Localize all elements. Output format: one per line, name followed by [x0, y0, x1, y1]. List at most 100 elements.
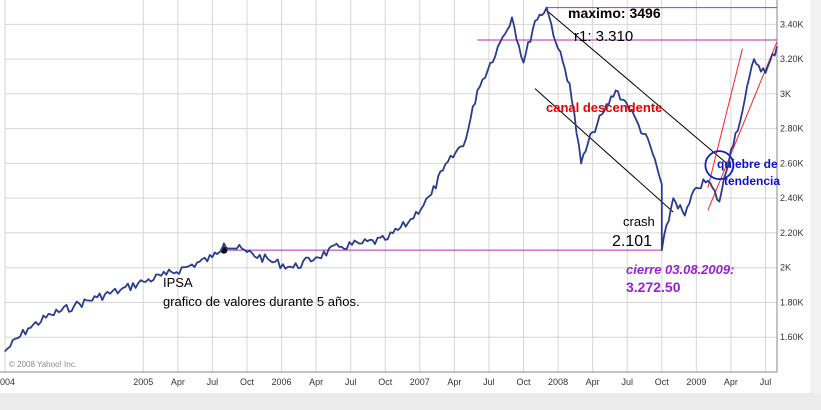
data-point: [695, 187, 697, 189]
data-point: [580, 162, 582, 165]
data-point: [707, 180, 709, 182]
chart-subtitle: grafico de valores durante 5 años.: [163, 294, 360, 309]
data-point: [661, 249, 663, 251]
data-point: [661, 183, 663, 185]
y-tick-label: 3K: [780, 89, 791, 99]
y-tick-label: 3.20K: [780, 54, 804, 64]
price-series: [4, 6, 778, 352]
data-point: [407, 221, 409, 224]
maximo-label: maximo: 3496: [568, 5, 661, 21]
y-tick-label: 2.60K: [780, 158, 804, 168]
data-point: [534, 20, 536, 22]
data-point: [649, 145, 651, 147]
data-point: [499, 41, 502, 43]
data-point: [741, 110, 744, 112]
bottom-scrollbar[interactable]: [0, 393, 821, 410]
quiebre-label-line1: quiebre de: [717, 157, 778, 171]
data-point: [142, 281, 144, 283]
x-tick-label: Oct: [516, 377, 531, 387]
data-point: [338, 246, 340, 248]
x-tick-label: Jul: [760, 377, 772, 387]
x-tick-label: 2009: [686, 377, 706, 387]
data-point: [638, 124, 640, 126]
annotations: maximo: 3496 r1: 3.310 canal descendente…: [9, 5, 780, 369]
data-point: [626, 103, 628, 105]
cierre-label-line2: 3.272.50: [626, 279, 681, 295]
cierre-label-line1: cierre 03.08.2009:: [626, 262, 734, 277]
data-point: [188, 265, 190, 267]
data-point: [96, 296, 98, 298]
data-point: [592, 131, 594, 133]
ipsa-price-line: [4, 6, 778, 352]
data-point: [211, 256, 214, 258]
x-tick-label: Apr: [171, 377, 185, 387]
data-point: [384, 239, 386, 241]
data-point: [718, 201, 720, 203]
x-tick-label: 2008: [548, 377, 568, 387]
x-tick-label: 2007: [410, 377, 430, 387]
data-point: [557, 48, 559, 50]
data-point: [511, 16, 513, 18]
copyright-text: © 2008 Yahoo! Inc.: [9, 360, 77, 369]
x-tick-label: 2005: [133, 377, 153, 387]
data-point: [615, 89, 617, 91]
y-tick-label: 2.20K: [780, 228, 804, 238]
data-point: [50, 314, 52, 316]
y-tick-label: 2K: [780, 263, 791, 273]
data-point: [764, 72, 767, 74]
data-point: [672, 197, 674, 199]
y-tick-label: 2.40K: [780, 193, 804, 203]
y-tick-label: 1.80K: [780, 297, 804, 307]
trend-line-lower: [707, 41, 778, 211]
trend-line-upper: [707, 48, 743, 188]
data-point: [246, 251, 248, 253]
x-tick-label: Jul: [207, 377, 219, 387]
data-point: [430, 194, 432, 196]
tick-labels: 1.60K 1.80K 2K 2.20K 2.40K 2.60K 2.80K 3K 3.20K 3…: [0, 19, 804, 387]
x-tick-label: Oct: [378, 377, 393, 387]
data-point: [753, 58, 755, 60]
data-point: [292, 267, 294, 269]
data-point: [223, 242, 225, 244]
x-tick-label: Jul: [345, 377, 357, 387]
data-point: [603, 110, 605, 112]
x-tick-label: 2006: [272, 377, 292, 387]
data-point: [165, 274, 167, 276]
data-point: [522, 61, 525, 64]
data-point: [27, 327, 29, 330]
x-tick-label: Jul: [483, 377, 495, 387]
data-point: [442, 169, 444, 171]
data-point: [119, 289, 121, 291]
data-point: [730, 148, 732, 151]
data-point: [684, 214, 686, 217]
canal-descendente-label: canal descendente: [546, 100, 662, 115]
data-point: [568, 82, 571, 85]
crash-label: crash: [623, 214, 655, 229]
data-point: [776, 45, 778, 48]
data-point: [476, 89, 479, 91]
x-tick-label: Apr: [447, 377, 461, 387]
y-tick-label: 3.40K: [780, 19, 804, 29]
y-tick-label: 2.80K: [780, 124, 804, 134]
crash-value-label: 2.101: [612, 233, 652, 250]
chart-title: IPSA: [163, 275, 193, 290]
x-tick-label: Oct: [655, 377, 670, 387]
x-tick-label: Oct: [240, 377, 255, 387]
data-point: [545, 7, 548, 9]
data-point: [361, 242, 363, 244]
data-point: [269, 260, 271, 262]
data-point: [4, 350, 6, 352]
x-tick-label: 2004: [0, 377, 15, 387]
x-tick-label: Apr: [309, 377, 323, 387]
right-scrollbar[interactable]: [810, 0, 821, 393]
channel-lower-line: [534, 88, 674, 213]
channel-upper-line: [546, 10, 732, 168]
y-tick-label: 1.60K: [780, 332, 804, 342]
grid: [4, 0, 777, 372]
x-tick-label: Jul: [621, 377, 633, 387]
data-point: [315, 256, 317, 258]
